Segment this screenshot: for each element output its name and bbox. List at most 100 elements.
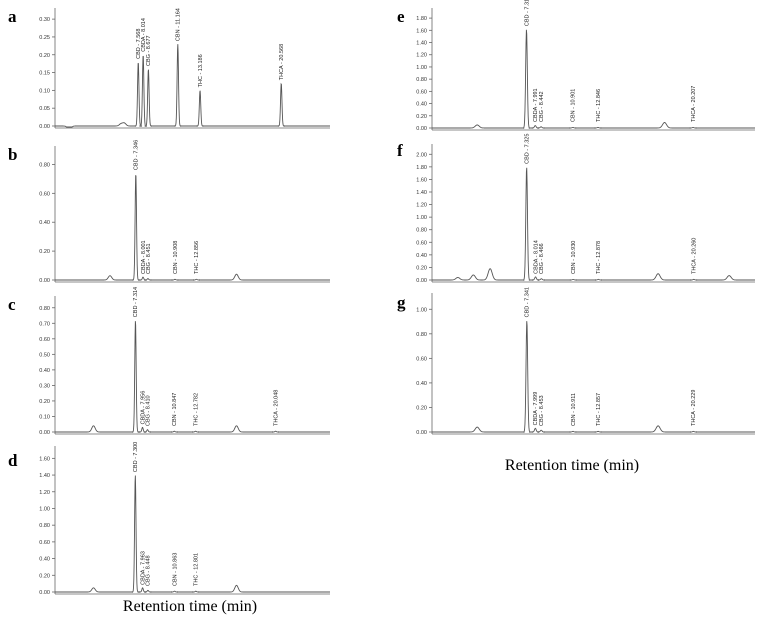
y-tick-label: 0.10 [39, 414, 50, 420]
integration-mark [531, 431, 534, 433]
chromatogram-trace [55, 475, 330, 593]
peak-label-cbd: CBD - 7.300 [133, 442, 139, 472]
y-tick-label: 1.80 [416, 16, 427, 22]
y-tick-label: 1.20 [39, 490, 50, 496]
integration-mark [528, 127, 531, 129]
chart-panel-e: e 0.00 0.20 0.40 0.60 0.80 1.00 1.20 1.40 1.60 1.8… [397, 0, 755, 132]
peak-label-cbd: CBD - 7.341 [525, 287, 531, 317]
peak-label-thca: THCA - 20.207 [691, 86, 697, 122]
chromatogram-trace [432, 167, 755, 281]
integration-mark [144, 591, 146, 593]
integration-mark [149, 431, 152, 433]
peak-label-cbda: CBDA - 7.963 [140, 551, 146, 585]
integration-mark [177, 279, 179, 281]
integration-mark [575, 279, 578, 281]
y-tick-label: 1.40 [416, 41, 427, 47]
integration-mark [522, 127, 525, 129]
peak-label-cbn: CBN - 10.863 [172, 553, 178, 586]
peak-label-thc: THC - 13.186 [198, 54, 204, 87]
peak-label-thc: THC - 12.856 [194, 241, 200, 274]
chart-panel-b: b 0.00 0.20 0.40 0.60 0.80 CBD - 7.346 CBDA - 8… [8, 140, 330, 284]
integration-mark [575, 431, 577, 433]
integration-mark [197, 591, 200, 593]
panel-letter-a: a [8, 7, 17, 26]
peak-label-thc: THC - 12.857 [596, 393, 602, 426]
integration-mark [131, 591, 134, 593]
peak-label-cbg: CBG - 8.410 [145, 395, 151, 426]
peak-label-cbda: CBDA - 7.956 [140, 391, 146, 425]
y-tick-label: 0.00 [39, 278, 50, 284]
integration-mark [150, 279, 152, 281]
peak-label-cbda: CBDA - 8.014 [533, 240, 539, 274]
y-tick-label: 0.60 [39, 191, 50, 197]
integration-mark [695, 127, 697, 129]
peak-label-cbd: CBD - 7.314 [133, 287, 139, 317]
peak-label-cbg: CBG - 8.677 [146, 35, 152, 66]
y-tick-label: 1.80 [416, 165, 427, 171]
integration-mark [277, 431, 280, 433]
y-tick-label: 0.20 [416, 114, 427, 120]
y-tick-label: 0.40 [39, 220, 50, 226]
y-tick-label: 0.60 [39, 337, 50, 343]
y-tick-label: 0.80 [39, 306, 50, 312]
peak-label-thc: THC - 12.801 [194, 553, 200, 586]
integration-mark [543, 279, 546, 281]
integration-mark [695, 279, 698, 281]
panels-group: a 0.00 0.05 0.10 0.15 0.20 0.25 0.30 CBD - 7.568… [8, 0, 755, 596]
integration-mark [531, 127, 534, 129]
y-tick-label: 0.00 [416, 126, 427, 132]
peak-label-thc: THC - 12.878 [596, 241, 602, 274]
panel-letter-g: g [397, 293, 406, 312]
y-tick-label: 0.00 [416, 430, 427, 436]
integration-mark [537, 431, 540, 433]
y-tick-label: 0.60 [416, 240, 427, 246]
y-tick-label: 0.20 [39, 399, 50, 405]
chromatogram-trace [55, 44, 330, 128]
integration-mark [537, 127, 539, 129]
integration-mark [277, 125, 280, 127]
x-axis-label-left: Retention time (min) [123, 598, 257, 615]
y-tick-label: 0.70 [39, 321, 50, 327]
integration-mark [271, 431, 274, 433]
integration-mark [170, 431, 173, 433]
integration-mark [528, 279, 531, 281]
integration-mark [176, 591, 179, 593]
integration-mark [197, 431, 200, 433]
integration-mark [283, 125, 286, 127]
peak-label-cbg: CBG - 8.466 [539, 243, 545, 274]
integration-mark [139, 125, 142, 127]
integration-mark [134, 125, 137, 127]
y-tick-label: 1.00 [416, 65, 427, 71]
integration-mark [196, 125, 198, 127]
peak-label-cbd: CBD - 7.325 [524, 134, 530, 164]
integration-mark [131, 431, 134, 433]
integration-mark [689, 431, 692, 433]
integration-mark [569, 279, 572, 281]
y-tick-label: 1.60 [39, 456, 50, 462]
y-tick-label: 0.00 [39, 124, 50, 130]
chart-panel-c: c 0.00 0.10 0.20 0.30 0.40 0.50 0.60 0.70 0.80 CBD… [8, 287, 330, 436]
integration-mark [600, 127, 602, 129]
peak-label-cbg: CBG - 8.448 [146, 555, 152, 586]
integration-mark [574, 127, 577, 129]
integration-mark [150, 125, 153, 127]
peak-label-cbg: CBG - 8.442 [539, 91, 545, 122]
integration-mark [191, 431, 194, 433]
panel-letter-c: c [8, 295, 16, 314]
peak-label-thc: THC - 12.846 [596, 89, 602, 122]
integration-mark [143, 431, 146, 433]
panel-letter-e: e [397, 7, 405, 26]
peak-label-thc: THC - 12.782 [193, 393, 199, 426]
integration-mark [202, 125, 204, 127]
y-tick-label: 0.50 [39, 352, 50, 358]
chart-panel-d: d 0.00 0.20 0.40 0.60 0.80 1.00 1.20 1.40 1.60 CBD… [8, 442, 330, 596]
y-tick-label: 1.60 [416, 177, 427, 183]
y-tick-label: 1.40 [416, 190, 427, 196]
integration-mark [600, 431, 603, 433]
y-tick-label: 1.00 [416, 307, 427, 313]
y-tick-label: 1.60 [416, 28, 427, 34]
y-tick-label: 1.40 [39, 473, 50, 479]
integration-mark [138, 431, 141, 433]
integration-mark [600, 279, 603, 281]
y-tick-label: 0.25 [39, 35, 50, 41]
